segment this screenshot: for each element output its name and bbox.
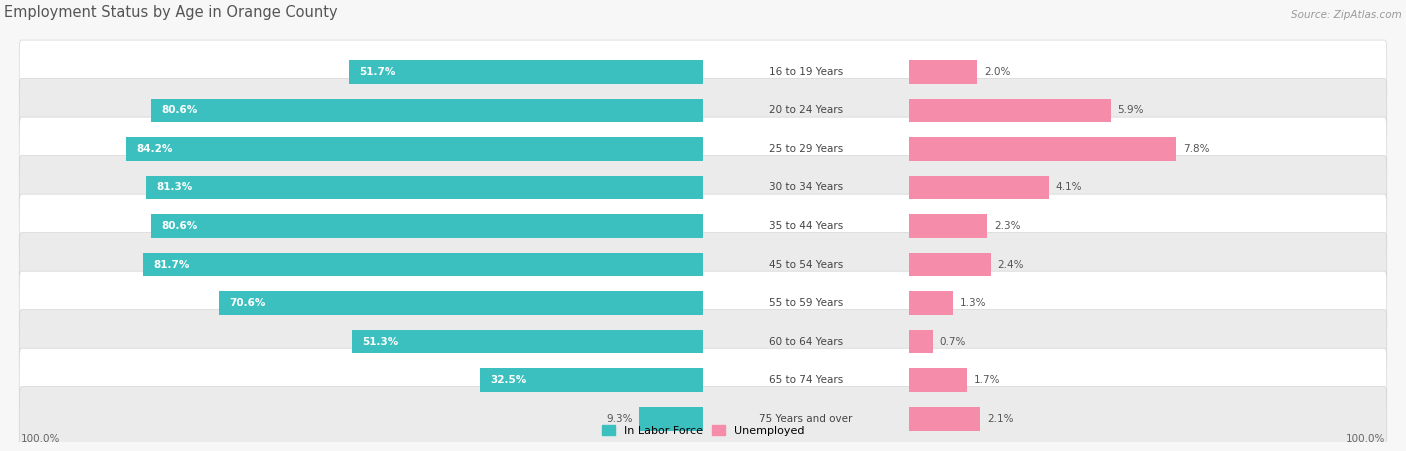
Bar (481, 368, 703, 392)
Bar (908, 368, 967, 392)
Bar (908, 98, 1111, 122)
Text: 1.7%: 1.7% (973, 375, 1000, 385)
Text: 51.3%: 51.3% (361, 336, 398, 346)
Text: 2.0%: 2.0% (984, 67, 1011, 77)
Bar (219, 291, 703, 315)
Bar (908, 253, 991, 276)
FancyBboxPatch shape (20, 117, 1386, 181)
Text: 35 to 44 Years: 35 to 44 Years (769, 221, 844, 231)
FancyBboxPatch shape (20, 194, 1386, 258)
Text: 65 to 74 Years: 65 to 74 Years (769, 375, 844, 385)
Text: 81.3%: 81.3% (156, 183, 193, 193)
FancyBboxPatch shape (20, 156, 1386, 219)
Text: 20 to 24 Years: 20 to 24 Years (769, 106, 842, 115)
Text: 51.7%: 51.7% (359, 67, 395, 77)
FancyBboxPatch shape (20, 271, 1386, 335)
Legend: In Labor Force, Unemployed: In Labor Force, Unemployed (598, 421, 808, 440)
Text: 0.7%: 0.7% (939, 336, 966, 346)
Bar (352, 330, 703, 354)
Text: 1.3%: 1.3% (960, 298, 987, 308)
FancyBboxPatch shape (20, 387, 1386, 451)
Bar (908, 407, 980, 431)
Text: 32.5%: 32.5% (491, 375, 527, 385)
Text: 5.9%: 5.9% (1118, 106, 1144, 115)
Bar (640, 407, 703, 431)
Bar (349, 60, 703, 84)
Text: 84.2%: 84.2% (136, 144, 173, 154)
Text: Employment Status by Age in Orange County: Employment Status by Age in Orange Count… (4, 5, 337, 20)
Text: 70.6%: 70.6% (229, 298, 266, 308)
Bar (908, 291, 953, 315)
FancyBboxPatch shape (20, 40, 1386, 104)
Text: 75 Years and over: 75 Years and over (759, 414, 852, 423)
Bar (150, 98, 703, 122)
Bar (150, 214, 703, 238)
Text: 9.3%: 9.3% (606, 414, 633, 423)
Text: 81.7%: 81.7% (153, 259, 190, 270)
Text: 80.6%: 80.6% (162, 106, 197, 115)
Text: 60 to 64 Years: 60 to 64 Years (769, 336, 842, 346)
Text: 25 to 29 Years: 25 to 29 Years (769, 144, 844, 154)
Text: 2.3%: 2.3% (994, 221, 1021, 231)
Bar (908, 60, 977, 84)
Text: 16 to 19 Years: 16 to 19 Years (769, 67, 844, 77)
Text: 55 to 59 Years: 55 to 59 Years (769, 298, 844, 308)
Text: 7.8%: 7.8% (1182, 144, 1209, 154)
Text: 30 to 34 Years: 30 to 34 Years (769, 183, 842, 193)
Bar (908, 214, 987, 238)
Text: 4.1%: 4.1% (1056, 183, 1083, 193)
Bar (908, 330, 932, 354)
Text: 2.1%: 2.1% (987, 414, 1014, 423)
Text: 100.0%: 100.0% (21, 433, 60, 444)
Bar (143, 253, 703, 276)
Bar (146, 175, 703, 199)
FancyBboxPatch shape (20, 310, 1386, 373)
Text: 2.4%: 2.4% (998, 259, 1024, 270)
Text: Source: ZipAtlas.com: Source: ZipAtlas.com (1291, 10, 1402, 20)
Text: 100.0%: 100.0% (1346, 433, 1385, 444)
FancyBboxPatch shape (20, 233, 1386, 296)
FancyBboxPatch shape (20, 348, 1386, 412)
Bar (127, 137, 703, 161)
Bar (908, 175, 1049, 199)
Text: 45 to 54 Years: 45 to 54 Years (769, 259, 844, 270)
Bar (908, 137, 1175, 161)
FancyBboxPatch shape (20, 78, 1386, 143)
Text: 80.6%: 80.6% (162, 221, 197, 231)
